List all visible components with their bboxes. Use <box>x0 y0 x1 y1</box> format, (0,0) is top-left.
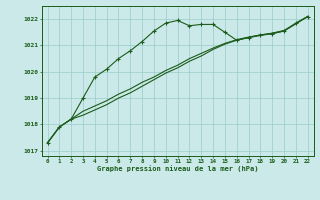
X-axis label: Graphe pression niveau de la mer (hPa): Graphe pression niveau de la mer (hPa) <box>97 165 258 172</box>
